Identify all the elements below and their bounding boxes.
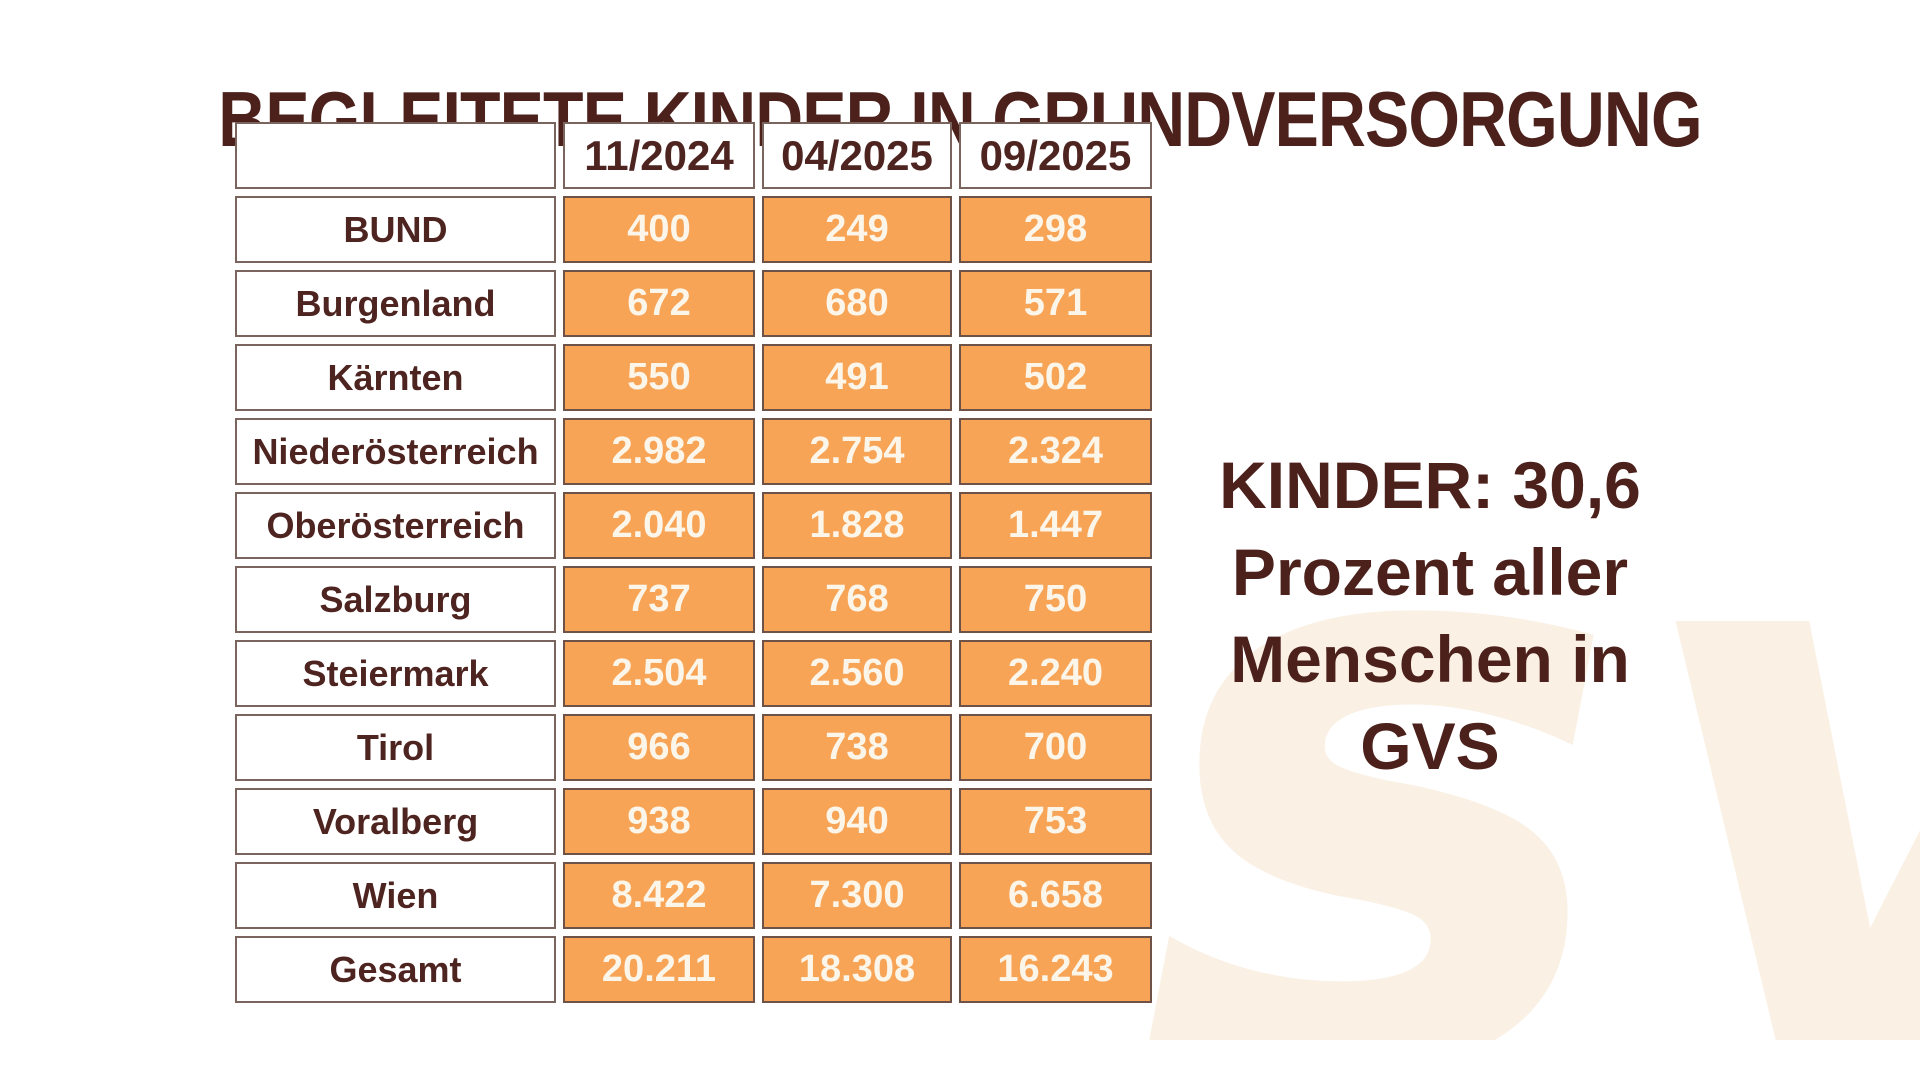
value-cell: 20.211 [563,936,755,1003]
watermark-text: syl [1140,313,1920,1041]
value-cell: 571 [959,270,1152,337]
value-cell: 966 [563,714,755,781]
corner-cell [235,122,556,189]
column-header-11-2024: 11/2024 [563,122,755,189]
row-label: Burgenland [235,270,556,337]
column-header-04-2025: 04/2025 [762,122,952,189]
value-cell: 6.658 [959,862,1152,929]
value-cell: 2.504 [563,640,755,707]
row-label: Gesamt [235,936,556,1003]
value-cell: 1.447 [959,492,1152,559]
column-header-09-2025: 09/2025 [959,122,1152,189]
value-cell: 700 [959,714,1152,781]
watermark-container: syl [1040,150,1920,1041]
value-cell: 738 [762,714,952,781]
side-note: KINDER: 30,6 Prozent aller Menschen in G… [1158,442,1702,790]
value-cell: 16.243 [959,936,1152,1003]
value-cell: 672 [563,270,755,337]
row-label: Tirol [235,714,556,781]
row-label: Salzburg [235,566,556,633]
side-note-line: GVS [1360,709,1500,783]
value-cell: 298 [959,196,1152,263]
value-cell: 737 [563,566,755,633]
value-cell: 938 [563,788,755,855]
side-note-line: Menschen in [1230,622,1630,696]
value-cell: 550 [563,344,755,411]
row-label: Voralberg [235,788,556,855]
value-cell: 940 [762,788,952,855]
value-cell: 2.040 [563,492,755,559]
value-cell: 2.982 [563,418,755,485]
gvs-table: 11/2024 04/2025 09/2025 BUND 400 249 298 Bur… [235,122,1152,1003]
value-cell: 680 [762,270,952,337]
value-cell: 400 [563,196,755,263]
value-cell: 249 [762,196,952,263]
row-label: Wien [235,862,556,929]
row-label: Steiermark [235,640,556,707]
value-cell: 18.308 [762,936,952,1003]
row-label: Niederösterreich [235,418,556,485]
value-cell: 491 [762,344,952,411]
value-cell: 2.240 [959,640,1152,707]
side-note-line: Prozent aller [1231,535,1629,609]
row-label: BUND [235,196,556,263]
value-cell: 2.754 [762,418,952,485]
value-cell: 7.300 [762,862,952,929]
value-cell: 2.560 [762,640,952,707]
value-cell: 2.324 [959,418,1152,485]
value-cell: 750 [959,566,1152,633]
value-cell: 8.422 [563,862,755,929]
value-cell: 1.828 [762,492,952,559]
value-cell: 768 [762,566,952,633]
row-label: Kärnten [235,344,556,411]
side-note-line: KINDER: 30,6 [1219,448,1641,522]
row-label: Oberösterreich [235,492,556,559]
value-cell: 502 [959,344,1152,411]
value-cell: 753 [959,788,1152,855]
